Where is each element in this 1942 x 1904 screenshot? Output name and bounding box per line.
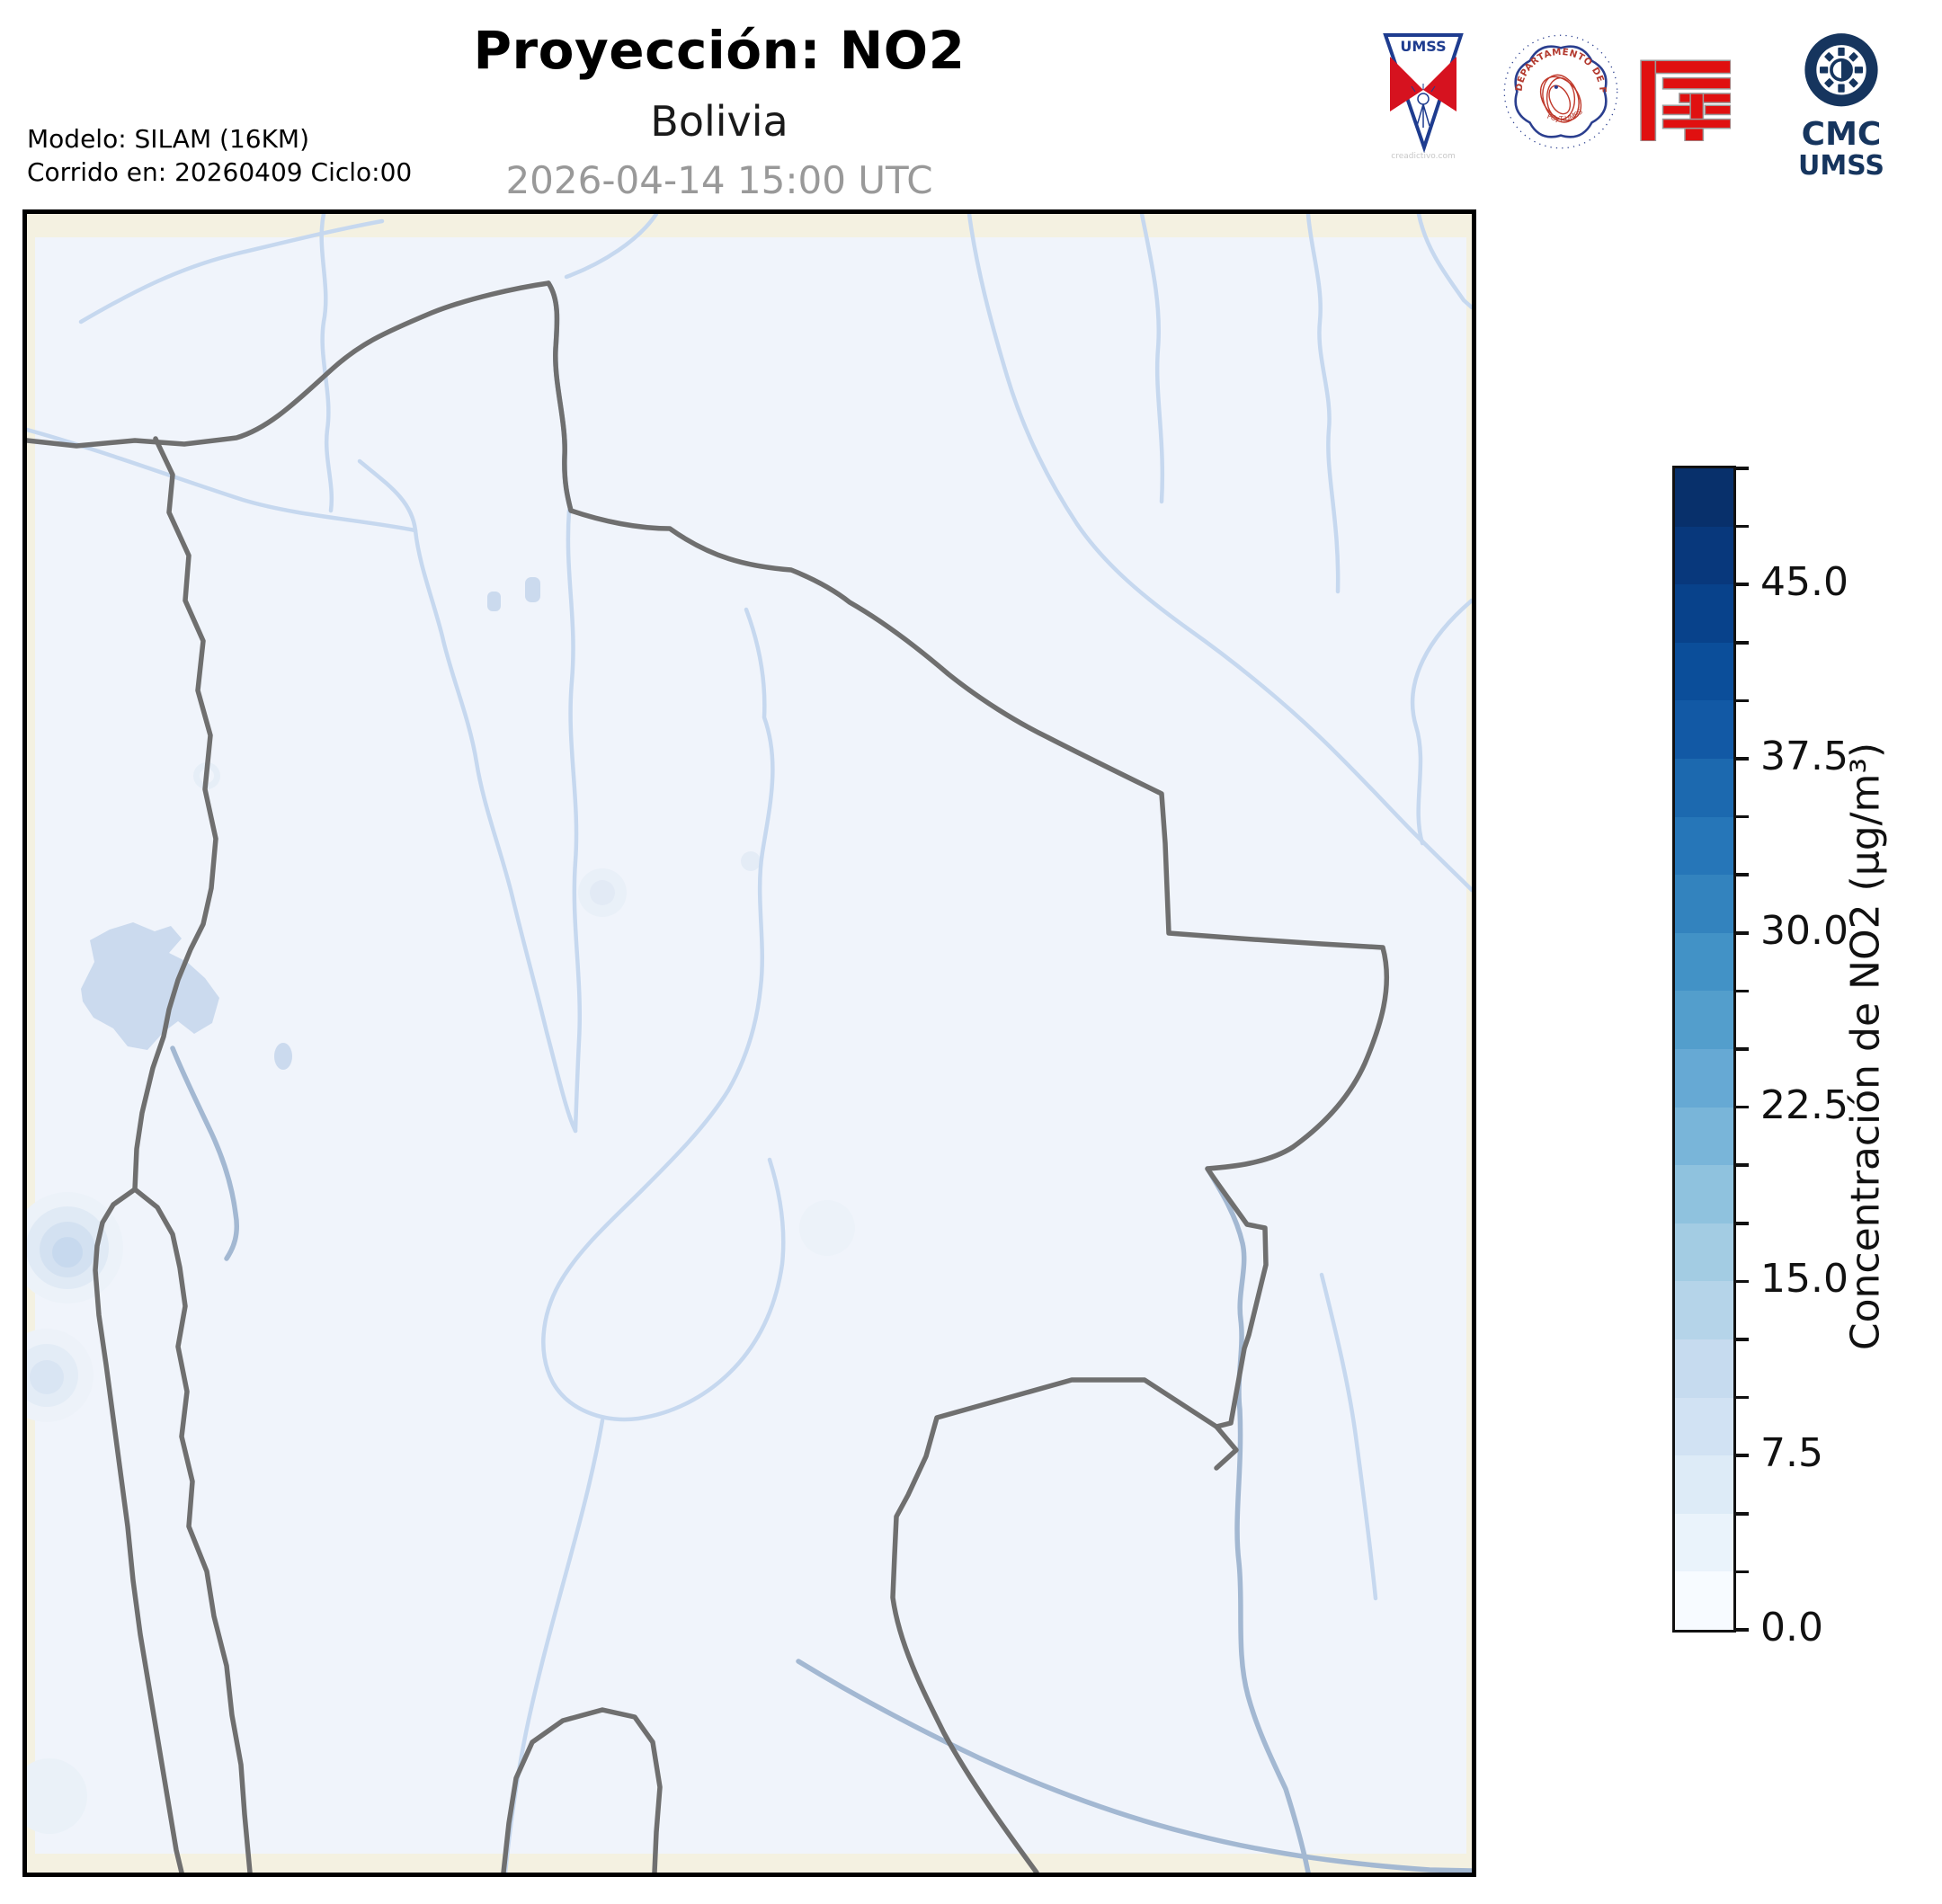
map-data-domain: [35, 237, 1466, 1854]
colorbar-segment: [1675, 991, 1733, 1049]
colorbar-tick-label: 37.5: [1760, 733, 1848, 779]
border-south-notch: [501, 1707, 663, 1873]
colorbar-tick: [1736, 698, 1749, 703]
colorbar-tick: [1736, 467, 1749, 470]
colorbar-segment: [1675, 700, 1733, 759]
colorbar-tick: [1736, 524, 1749, 529]
border-brazil: [546, 280, 1390, 1471]
bolivia-map: [27, 214, 1472, 1873]
colorbar-tick-label: 7.5: [1760, 1430, 1823, 1477]
colorbar-gradient: [1675, 468, 1733, 1630]
colorbar-tick-label: 15.0: [1760, 1256, 1848, 1303]
colorbar-tick: [1736, 1395, 1749, 1400]
colorbar-segment: [1675, 932, 1733, 992]
map-canvas: [22, 209, 1476, 1877]
umss-pennant-text: UMSS: [1400, 38, 1446, 55]
seal-atom-drawing: [1539, 74, 1582, 123]
colorbar-segment: [1675, 1455, 1733, 1514]
colorbar-segment: [1675, 1397, 1733, 1456]
colorbar-tick: [1736, 1105, 1749, 1109]
colorbar-segment: [1675, 1281, 1733, 1339]
colorbar-segment: [1675, 1571, 1733, 1630]
no2-concentration-blobs: [27, 762, 855, 1834]
small-lake: [487, 592, 501, 611]
valid-datetime: 2026-04-14 15:00 UTC: [505, 158, 933, 202]
umss-pennant-icon: UMSS creadictivo.com: [1383, 32, 1464, 161]
colorbar-tick: [1736, 989, 1749, 993]
colorbar-segment: [1675, 816, 1733, 876]
border-chile-west: [93, 1187, 184, 1873]
colorbar-tick: [1736, 1279, 1749, 1284]
colorbar-tick: [1736, 873, 1749, 876]
colorbar-tick: [1736, 931, 1749, 935]
colorbar-tick-label: 0.0: [1760, 1604, 1823, 1650]
colorbar-tick: [1736, 1338, 1749, 1341]
colorbar-tick: [1736, 757, 1749, 761]
fcyt-red-maze-icon: [1639, 48, 1732, 145]
lake-poopo: [274, 1043, 292, 1070]
header: Proyección: NO2 Bolivia 2026-04-14 15:00…: [180, 0, 1259, 202]
colorbar-segment: [1675, 1339, 1733, 1398]
colorbar-segment: [1675, 1107, 1733, 1166]
small-lake: [525, 577, 540, 602]
colorbar-tick: [1736, 641, 1749, 645]
colorbar: 0.0 7.5 15.0 22.5 30.0 37.5 45.0: [1672, 466, 1848, 1650]
colorbar-axis-label: Concentración de NO2 (µg/m³): [1842, 742, 1889, 1351]
border-peru-west: [132, 436, 218, 1192]
colorbar-tick: [1736, 583, 1749, 586]
colorbar-segment: [1675, 1513, 1733, 1572]
colorbar-tick: [1736, 1628, 1749, 1632]
colorbar-tick: [1736, 814, 1749, 819]
model-name: Modelo: SILAM (16KM): [27, 124, 310, 154]
colorbar-tick: [1736, 1222, 1749, 1225]
model-run: Corrido en: 20260409 Ciclo:00: [27, 157, 413, 187]
colorbar-segment: [1675, 468, 1733, 527]
colorbar-tick-label: 22.5: [1760, 1081, 1848, 1128]
border-peru-north: [27, 280, 551, 449]
cmc-gear-ring-icon: CMC UMSS: [1778, 32, 1904, 182]
physics-department-seal-icon: DEPARTAMENTO DE FÍSICA FCyT-UMSS: [1500, 25, 1618, 153]
borders: [27, 280, 1390, 1873]
colorbar-segment: [1675, 1223, 1733, 1282]
colorbar-segment: [1675, 642, 1733, 701]
colorbar-tick-label: 30.0: [1760, 907, 1848, 954]
cmc-logo-line1: CMC: [1801, 116, 1882, 153]
border-paraguay-argentina: [890, 1377, 1219, 1873]
colorbar-segment: [1675, 526, 1733, 585]
colorbar-tick: [1736, 1512, 1749, 1516]
colorbar-segment: [1675, 584, 1733, 643]
lakes: [81, 577, 540, 1070]
colorbar-segment: [1675, 875, 1733, 933]
colorbar-tick: [1736, 1454, 1749, 1457]
lake-titicaca: [81, 922, 219, 1050]
colorbar-tick-label: 45.0: [1760, 559, 1848, 606]
cmc-logo-line2: UMSS: [1797, 150, 1885, 182]
page-subtitle: Bolivia: [650, 97, 788, 146]
border-chile-east: [132, 1187, 253, 1873]
colorbar-segment: [1675, 1165, 1733, 1223]
colorbar-segment: [1675, 1048, 1733, 1108]
colorbar-segment: [1675, 758, 1733, 817]
page-title: Proyección: NO2: [473, 20, 966, 81]
colorbar-tick: [1736, 1163, 1749, 1167]
colorbar-tick: [1736, 1570, 1749, 1574]
umss-pennant-watermark: creadictivo.com: [1391, 152, 1456, 161]
model-info: Modelo: SILAM (16KM) Corrido en: 2026040…: [27, 122, 412, 189]
colorbar-tick: [1736, 1047, 1749, 1051]
